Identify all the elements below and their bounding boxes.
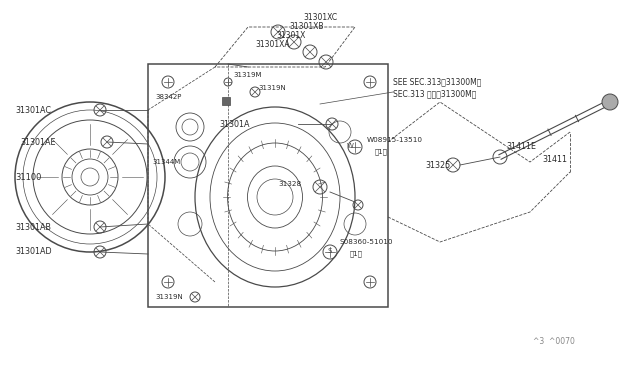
Text: SEE SEC.313（31300M）: SEE SEC.313（31300M） <box>393 77 481 87</box>
Text: 31301AD: 31301AD <box>15 247 52 257</box>
Text: 31301XC: 31301XC <box>303 13 337 22</box>
Text: 31411: 31411 <box>542 154 567 164</box>
Text: 31411E: 31411E <box>506 141 536 151</box>
Text: S08360-51010: S08360-51010 <box>340 239 394 245</box>
Text: 31301AC: 31301AC <box>15 106 51 115</box>
Text: 31100: 31100 <box>15 173 42 182</box>
Text: 31301XA: 31301XA <box>255 39 290 48</box>
Text: W: W <box>347 143 353 149</box>
Text: 31325: 31325 <box>425 160 451 170</box>
Circle shape <box>602 94 618 110</box>
Text: （1）: （1） <box>375 149 388 155</box>
Text: （1）: （1） <box>350 251 363 257</box>
Text: 38342P: 38342P <box>155 94 181 100</box>
Text: 31301X: 31301X <box>276 31 305 39</box>
Text: SEC.313 参照（31300M）: SEC.313 参照（31300M） <box>393 90 476 99</box>
Bar <box>148 64 388 307</box>
Text: 31328: 31328 <box>278 181 301 187</box>
Text: 31344M: 31344M <box>152 159 180 165</box>
Text: ^3  ^0070: ^3 ^0070 <box>533 337 575 346</box>
Text: 31301XB: 31301XB <box>289 22 323 31</box>
Text: 31301A: 31301A <box>220 119 250 128</box>
Text: 31319N: 31319N <box>258 85 285 91</box>
Text: W08915-13510: W08915-13510 <box>367 137 423 143</box>
Text: 31301AB: 31301AB <box>15 222 51 231</box>
Bar <box>222 97 230 105</box>
Text: 31319M: 31319M <box>233 72 262 78</box>
Text: S: S <box>328 248 332 254</box>
Text: 31319N: 31319N <box>155 294 183 300</box>
Text: 31301AE: 31301AE <box>20 138 56 147</box>
